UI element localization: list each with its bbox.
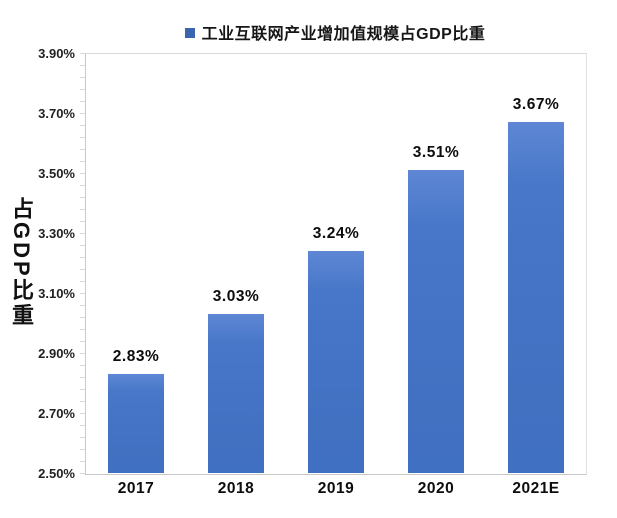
bar-value-label: 3.67% xyxy=(512,96,560,113)
y-minor-tick xyxy=(80,401,85,402)
y-minor-tick xyxy=(80,53,85,54)
bar-slot: 3.67% xyxy=(486,53,586,473)
y-minor-tick xyxy=(80,209,85,210)
y-minor-tick xyxy=(80,353,85,354)
y-minor-tick xyxy=(80,329,85,330)
y-tick-label: 2.50% xyxy=(38,466,75,481)
legend-label: 工业互联网产业增加值规模占GDP比重 xyxy=(201,26,486,43)
y-minor-tick xyxy=(80,413,85,414)
x-axis-label-2021E: 2021E xyxy=(512,480,560,497)
bar-2018: 3.03% xyxy=(208,288,264,473)
y-minor-tick xyxy=(80,221,85,222)
y-minor-tick xyxy=(80,449,85,450)
y-minor-tick xyxy=(80,173,85,174)
y-tick-label: 2.70% xyxy=(38,406,75,421)
y-minor-tick xyxy=(80,161,85,162)
y-minor-tick xyxy=(80,437,85,438)
chart-legend: 工业互联网产业增加值规模占GDP比重 xyxy=(85,20,585,44)
bar-value-label: 3.51% xyxy=(412,144,460,161)
y-minor-tick xyxy=(80,101,85,102)
y-minor-tick xyxy=(80,113,85,114)
y-minor-tick xyxy=(80,377,85,378)
bar-value-label: 3.03% xyxy=(212,288,260,305)
x-axis-label-2019: 2019 xyxy=(317,480,355,497)
y-axis-minor-ticks xyxy=(80,53,85,474)
y-minor-tick xyxy=(80,425,85,426)
bar-slot: 3.24% xyxy=(286,53,386,473)
y-minor-tick xyxy=(80,317,85,318)
y-minor-tick xyxy=(80,281,85,282)
x-axis-labels: 2017 2018 2019 2020 2021E xyxy=(86,480,586,498)
x-axis-label-2017: 2017 xyxy=(117,480,155,497)
y-minor-tick xyxy=(80,461,85,462)
y-minor-tick xyxy=(80,89,85,90)
y-minor-tick xyxy=(80,257,85,258)
x-axis-label-2020: 2020 xyxy=(417,480,455,497)
y-minor-tick xyxy=(80,269,85,270)
y-minor-tick xyxy=(80,305,85,306)
y-axis-tick-labels: 3.90% 3.70% 3.50% 3.30% 3.10% 2.90% 2.70% 2.50% xyxy=(0,46,78,481)
y-tick-label: 3.30% xyxy=(38,226,75,241)
bar-value-label: 2.83% xyxy=(112,348,160,365)
bar-2021E: 3.67% xyxy=(508,96,564,473)
bar-value-label: 3.24% xyxy=(312,225,360,242)
y-minor-tick xyxy=(80,233,85,234)
y-minor-tick xyxy=(80,125,85,126)
bar-2020: 3.51% xyxy=(408,144,464,473)
y-minor-tick xyxy=(80,185,85,186)
y-axis-title: 占GDP比重 xyxy=(9,197,34,329)
y-tick-label: 3.10% xyxy=(38,286,75,301)
y-tick-label: 3.70% xyxy=(38,106,75,121)
y-minor-tick xyxy=(80,77,85,78)
y-minor-tick xyxy=(80,389,85,390)
y-minor-tick xyxy=(80,197,85,198)
x-axis-label-2018: 2018 xyxy=(217,480,255,497)
y-minor-tick xyxy=(80,473,85,474)
y-tick-label: 3.90% xyxy=(38,46,75,61)
y-minor-tick xyxy=(80,365,85,366)
legend-marker-icon xyxy=(184,27,195,38)
y-tick-label: 2.90% xyxy=(38,346,75,361)
y-minor-tick xyxy=(80,293,85,294)
y-minor-tick xyxy=(80,149,85,150)
bar-slot: 2.83% xyxy=(86,53,186,473)
bar-2017: 2.83% xyxy=(108,348,164,473)
bar-slot: 3.03% xyxy=(186,53,286,473)
y-minor-tick xyxy=(80,341,85,342)
bar-2019: 3.24% xyxy=(308,225,364,473)
y-minor-tick xyxy=(80,137,85,138)
bar-slot: 3.51% xyxy=(386,53,486,473)
y-tick-label: 3.50% xyxy=(38,166,75,181)
y-minor-tick xyxy=(80,245,85,246)
y-minor-tick xyxy=(80,65,85,66)
bar-series: 2.83% 3.03% 3.24% 3.51% 3.67% xyxy=(86,53,586,473)
